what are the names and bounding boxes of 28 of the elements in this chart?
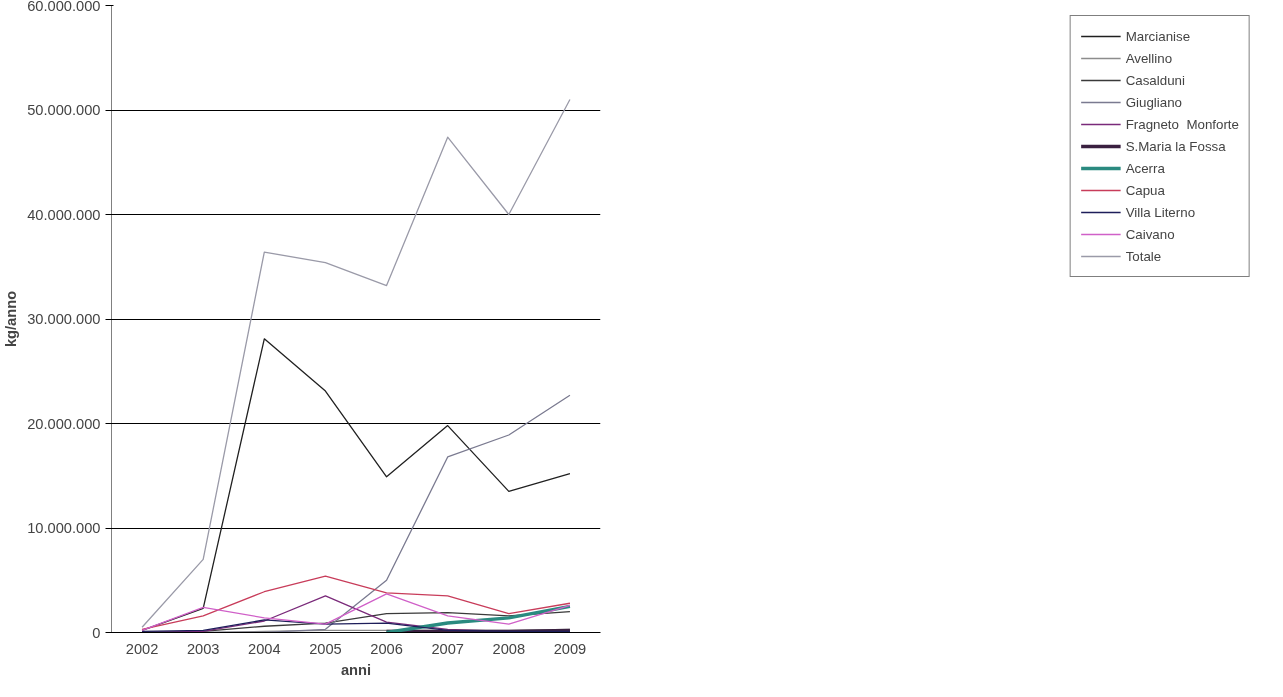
legend-label: Acerra [1125,160,1165,176]
legend-label: Caivano [1125,226,1175,242]
x-tick-label: 2007 [431,640,464,657]
legend-label: Casalduni [1125,72,1185,88]
y-tick-label: 0 [92,624,101,641]
x-tick-label: 2004 [248,640,281,657]
legend-label: Marcianise [1125,28,1191,44]
y-tick-label: 50.000.000 [27,102,101,118]
y-tick-label: 40.000.000 [27,206,101,223]
y-axis-title: kg/anno [3,290,20,348]
legend-label: Villa Literno [1125,204,1196,220]
legend-label: Totale [1125,248,1162,264]
y-tick-label: 60.000.000 [27,0,101,14]
legend-label: Giugliano [1125,94,1182,110]
x-tick-label: 2008 [492,640,526,657]
x-axis-title: anni [340,661,372,678]
y-tick-label: 30.000.000 [27,311,101,327]
x-tick-label: 2002 [125,640,159,657]
x-tick-label: 2009 [553,640,587,657]
legend-label: Capua [1125,182,1165,198]
x-tick-label: 2006 [370,640,403,657]
x-tick-label: 2005 [309,640,342,657]
legend-label: Fragneto Monforte [1125,116,1239,132]
y-tick-label: 20.000.000 [27,415,101,432]
legend-label: Avellino [1125,50,1173,66]
x-tick-label: 2003 [186,640,220,657]
y-tick-label: 10.000.000 [27,520,101,536]
legend-label: S.Maria la Fossa [1125,138,1226,154]
